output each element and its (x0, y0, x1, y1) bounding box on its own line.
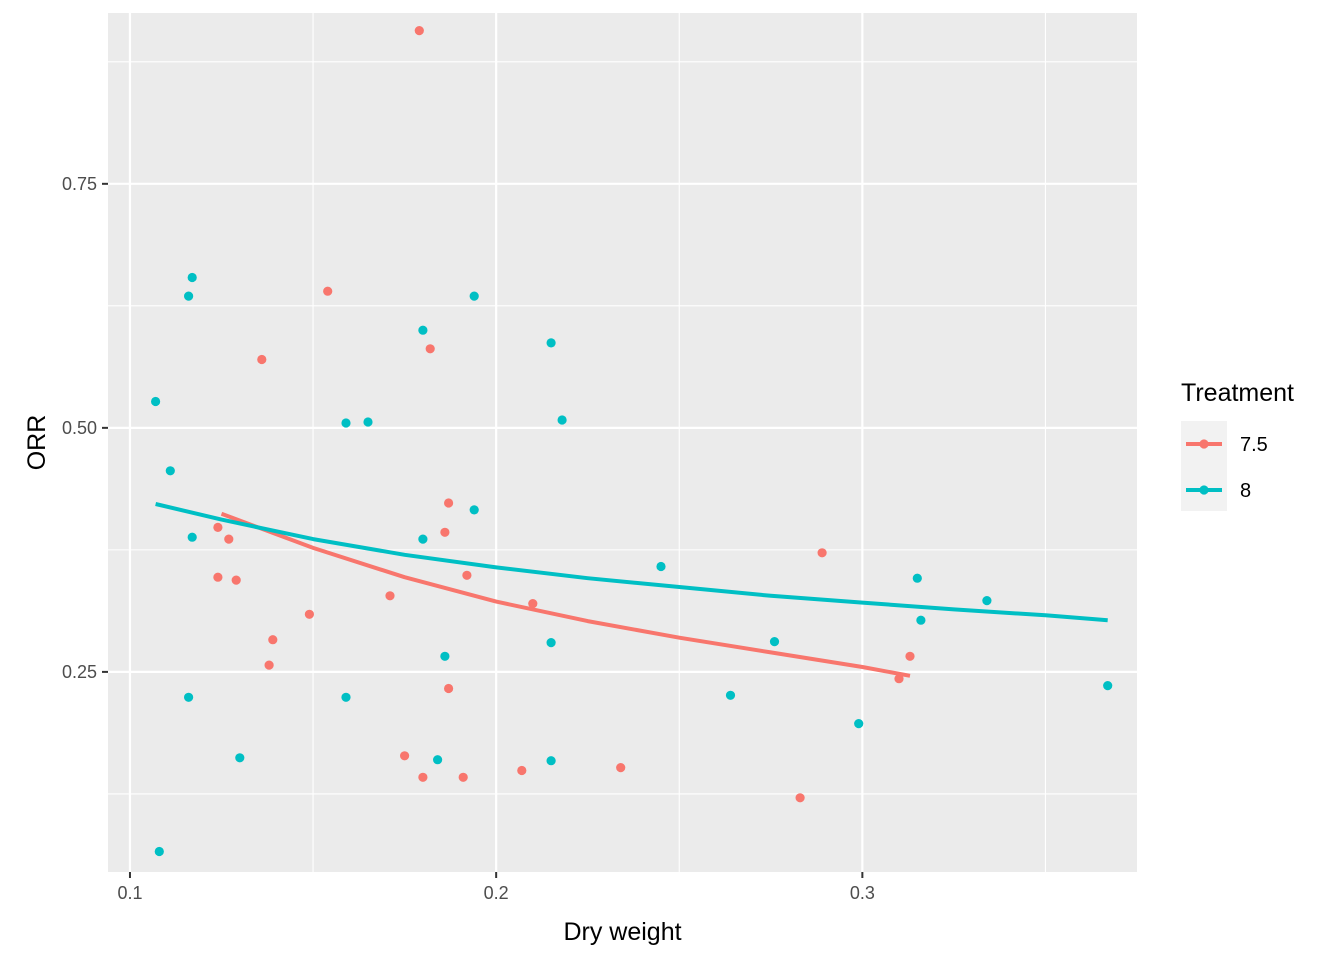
data-point-7-5 (905, 651, 915, 661)
legend-key-background (1181, 421, 1227, 511)
data-points (151, 26, 1113, 857)
data-point-7-5 (444, 683, 454, 694)
data-point-8 (187, 272, 197, 283)
data-point-7-5 (304, 609, 314, 619)
data-point-7-5 (817, 548, 827, 558)
data-point-7-5 (458, 772, 468, 782)
data-point-8 (235, 753, 245, 763)
data-point-7-5 (213, 572, 223, 582)
data-point-7-5 (323, 286, 333, 296)
data-point-8 (469, 291, 479, 301)
x-axis: 0.1 0.2 0.3 (117, 872, 875, 903)
data-point-8 (418, 534, 428, 544)
data-point-8 (916, 615, 926, 625)
legend-title: Treatment (1181, 379, 1294, 407)
data-point-8 (363, 417, 373, 427)
legend-marker-7-5 (1199, 439, 1209, 449)
minor-gridlines (108, 13, 1137, 872)
legend-marker-8 (1199, 485, 1209, 495)
data-point-7-5 (385, 591, 395, 601)
data-point-7-5 (231, 575, 241, 585)
data-point-7-5 (400, 751, 410, 761)
data-point-7-5 (213, 522, 223, 533)
legend-items: 7.58 (1186, 434, 1268, 502)
data-point-7-5 (264, 660, 274, 670)
data-point-7-5 (616, 763, 626, 773)
legend-label-8: 8 (1240, 480, 1251, 502)
legend-label-7-5: 7.5 (1240, 434, 1268, 456)
data-point-8 (440, 651, 450, 661)
data-point-8 (912, 573, 922, 583)
data-point-8 (1103, 681, 1113, 691)
x-tick-label: 0.3 (850, 883, 875, 903)
plot-panel (108, 13, 1137, 872)
y-axis-title: ORR (23, 415, 51, 471)
data-point-7-5 (414, 26, 424, 36)
data-point-8 (656, 561, 666, 572)
data-point-8 (725, 690, 736, 700)
data-point-8 (546, 338, 556, 348)
data-point-8 (557, 415, 567, 425)
data-point-8 (469, 505, 479, 515)
trend-line-7-5 (220, 511, 911, 678)
data-point-8 (546, 638, 556, 648)
data-point-8 (165, 466, 175, 476)
data-point-7-5 (517, 765, 527, 776)
data-point-7-5 (795, 793, 805, 803)
data-point-7-5 (418, 772, 428, 782)
data-point-8 (982, 596, 992, 606)
y-tick-label: 0.75 (62, 174, 97, 194)
data-point-7-5 (528, 599, 538, 609)
trend-line-8 (155, 502, 1108, 623)
data-point-8 (341, 692, 351, 702)
data-point-7-5 (894, 674, 904, 684)
data-point-7-5 (268, 635, 278, 645)
data-point-8 (433, 755, 443, 765)
data-point-8 (151, 396, 161, 407)
data-point-7-5 (425, 344, 435, 354)
data-point-7-5 (444, 498, 454, 508)
data-point-8 (418, 325, 428, 335)
data-point-8 (184, 291, 194, 301)
data-point-7-5 (224, 534, 234, 544)
y-tick-label: 0.25 (62, 662, 97, 682)
data-point-8 (854, 719, 864, 729)
y-tick-label: 0.50 (62, 418, 97, 438)
major-gridlines (108, 13, 1137, 872)
legend: Treatment 7.58 (1181, 379, 1294, 511)
data-point-7-5 (257, 354, 267, 365)
x-axis-title: Dry weight (563, 918, 681, 946)
data-point-8 (187, 532, 197, 542)
x-tick-label: 0.1 (117, 883, 142, 903)
x-tick-label: 0.2 (484, 883, 509, 903)
data-point-8 (769, 637, 780, 647)
data-point-8 (341, 418, 351, 428)
data-point-8 (546, 756, 556, 766)
data-point-7-5 (440, 527, 450, 537)
y-axis: 0.25 0.50 0.75 (62, 174, 108, 682)
data-point-8 (184, 692, 194, 702)
data-point-8 (154, 846, 164, 857)
data-point-7-5 (462, 570, 472, 580)
trend-lines (155, 502, 1108, 678)
